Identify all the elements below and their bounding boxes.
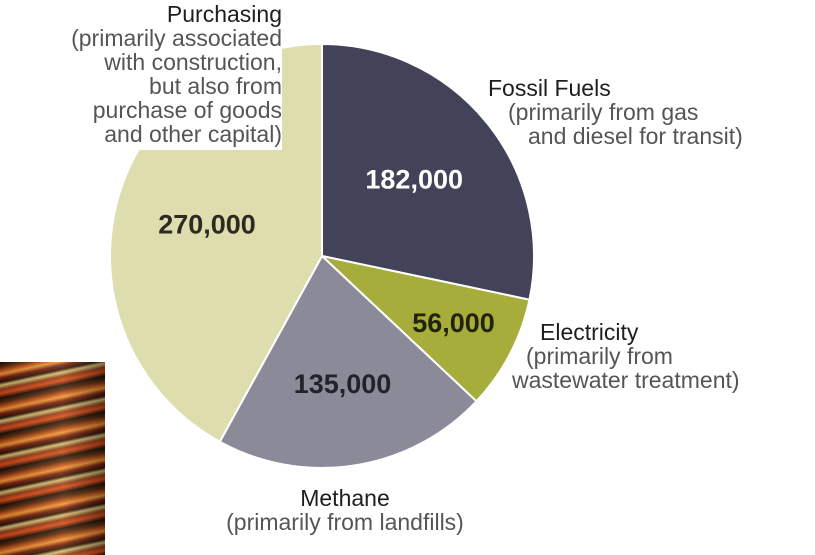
label-purchasing-note-2: with construction,: [104, 49, 282, 75]
streaked-lights-photo-icon: [0, 362, 105, 555]
label-methane-note-1: (primarily from landfills): [226, 509, 464, 535]
pie-value-fossil-fuels: 182,000: [365, 164, 463, 194]
label-fossil-fuels: Fossil Fuels (primarily from gas and die…: [488, 76, 808, 148]
label-fossil-note-1: (primarily from gas: [508, 99, 699, 125]
label-methane-title: Methane: [300, 485, 390, 511]
pie-slice-methane: [218, 254, 478, 469]
label-electricity-note-1: (primarily from: [526, 343, 673, 369]
pie-slice-electricity: [318, 254, 531, 403]
label-purchasing-note-3: but also from: [149, 73, 282, 99]
label-electricity: Electricity (primarily from wastewater t…: [512, 320, 812, 392]
pie-value-labels: 182,000 56,000 135,000 270,000: [158, 164, 495, 399]
label-methane: Methane (primarily from landfills): [190, 486, 500, 534]
label-fossil-note-2: and diesel for transit): [528, 123, 743, 149]
label-purchasing-title: Purchasing: [166, 1, 282, 27]
pie-slice-fossil-fuels: [321, 42, 535, 301]
label-fossil-title: Fossil Fuels: [488, 75, 611, 101]
pie-value-methane: 135,000: [294, 369, 392, 399]
label-purchasing-note-1: (primarily associated: [71, 25, 282, 51]
pie-value-purchasing: 270,000: [158, 210, 256, 240]
label-electricity-title: Electricity: [540, 319, 639, 345]
label-electricity-note-2: wastewater treatment): [512, 367, 740, 393]
pie-value-electricity: 56,000: [412, 308, 495, 338]
label-purchasing-note-5: and other capital): [104, 121, 282, 147]
pie-slices: [108, 42, 535, 469]
label-purchasing-note-4: purchase of goods: [92, 97, 282, 123]
label-purchasing: Purchasing (primarily associated with co…: [0, 2, 282, 150]
